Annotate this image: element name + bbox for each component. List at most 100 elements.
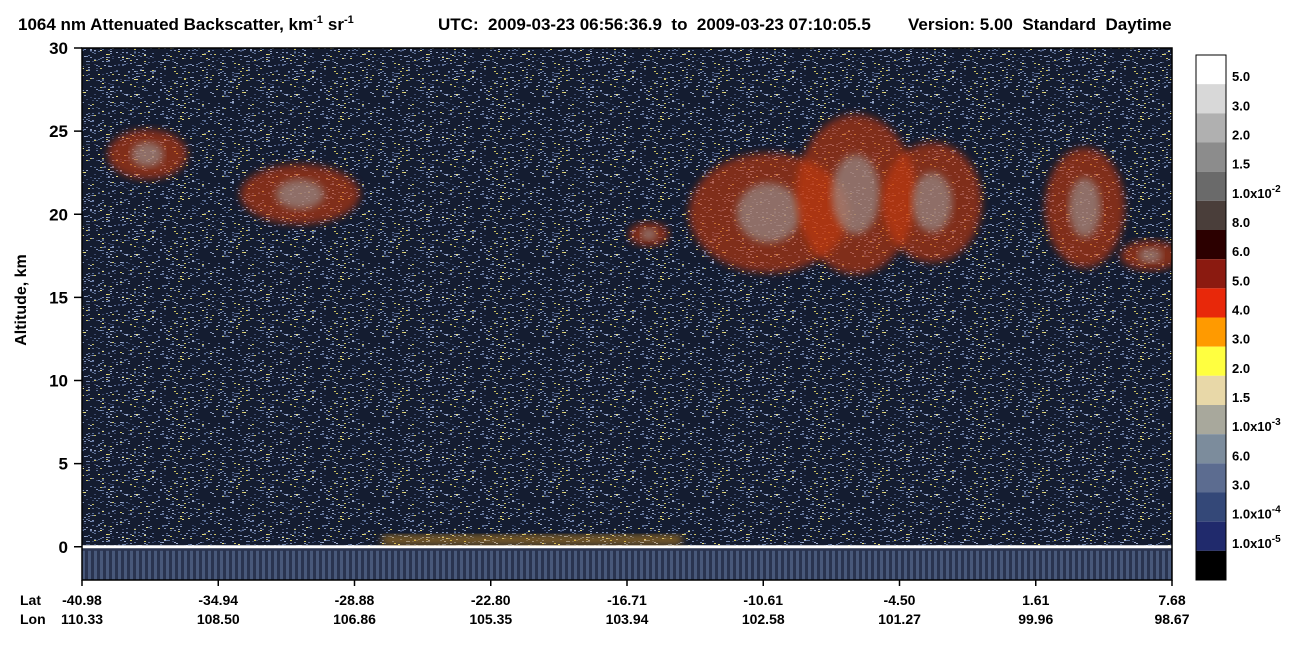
ground-stripe (874, 550, 877, 580)
x-tick-label: -40.98 (62, 592, 102, 608)
colorbar-swatch (1196, 405, 1226, 435)
colorbar-label: 1.5 (1232, 390, 1250, 405)
ground-stripe (844, 550, 847, 580)
colorbar-label: 2.0 (1232, 361, 1250, 376)
colorbar-label: 5.0 (1232, 69, 1250, 84)
x-tick-label: 105.35 (469, 611, 512, 627)
colorbar-label: 6.0 (1232, 448, 1250, 463)
colorbar-swatch (1196, 84, 1226, 114)
ground-stripe (1060, 550, 1063, 580)
ground-stripe (796, 550, 799, 580)
ground-stripe (814, 550, 817, 580)
ground-stripe (88, 550, 91, 580)
ground-stripe (100, 550, 103, 580)
x-row-name: Lon (20, 611, 46, 627)
colorbar-swatch (1196, 463, 1226, 493)
ground-stripe (634, 550, 637, 580)
ground-stripe (136, 550, 139, 580)
cloud-core (1068, 177, 1101, 238)
ground-stripe (232, 550, 235, 580)
x-tick-label: 106.86 (333, 611, 376, 627)
ground-stripe (772, 550, 775, 580)
ground-stripe (1120, 550, 1123, 580)
ground-stripe (1114, 550, 1117, 580)
ground-stripe (1126, 550, 1129, 580)
ground-stripe (544, 550, 547, 580)
ground-stripe (340, 550, 343, 580)
ground-stripe (166, 550, 169, 580)
colorbar-swatch (1196, 142, 1226, 172)
surface-return (82, 545, 1172, 549)
x-tick-label: -16.71 (607, 592, 647, 608)
ground-stripe (118, 550, 121, 580)
colorbar-label: 1.0x10-2 (1232, 184, 1281, 201)
colorbar-label: 1.5 (1232, 157, 1250, 172)
ground-stripe (1000, 550, 1003, 580)
ground-stripe (124, 550, 127, 580)
ground-stripe (868, 550, 871, 580)
ground-stripe (760, 550, 763, 580)
ground-stripe (1006, 550, 1009, 580)
ground-stripe (526, 550, 529, 580)
ground-stripe (664, 550, 667, 580)
ground-stripe (238, 550, 241, 580)
colorbar-label-base: 1.0x10 (1232, 507, 1272, 522)
ground-stripe (94, 550, 97, 580)
ground-stripe (304, 550, 307, 580)
ground-stripe (958, 550, 961, 580)
colorbar-swatch (1196, 550, 1226, 580)
cloud-core (276, 179, 324, 210)
ground-stripe (478, 550, 481, 580)
ground-stripe (640, 550, 643, 580)
ground-stripe (394, 550, 397, 580)
ground-stripe (1162, 550, 1165, 580)
ground-stripe (202, 550, 205, 580)
ground-stripe (898, 550, 901, 580)
ground-stripe (802, 550, 805, 580)
ground-stripe (484, 550, 487, 580)
y-tick-label: 15 (49, 288, 68, 307)
ground-stripe (1048, 550, 1051, 580)
ground-stripe (970, 550, 973, 580)
ground-stripe (220, 550, 223, 580)
plot-area (82, 48, 1172, 580)
ground-stripe (358, 550, 361, 580)
ground-stripe (616, 550, 619, 580)
ground-stripe (754, 550, 757, 580)
ground-stripe (976, 550, 979, 580)
ground-stripe (1012, 550, 1015, 580)
ground-stripe (850, 550, 853, 580)
colorbar-label: 8.0 (1232, 215, 1250, 230)
ground-stripe (598, 550, 601, 580)
y-tick-label: 5 (59, 455, 68, 474)
ground-stripe (1156, 550, 1159, 580)
x-row-name: Lat (20, 592, 41, 608)
ground-stripe (790, 550, 793, 580)
ground-stripe (580, 550, 583, 580)
ground-stripe (388, 550, 391, 580)
ground-stripe (244, 550, 247, 580)
ground-stripe (562, 550, 565, 580)
cloud-core (640, 228, 657, 241)
colorbar-swatch (1196, 346, 1226, 376)
ground-stripe (436, 550, 439, 580)
ground-stripe (682, 550, 685, 580)
ground-stripe (910, 550, 913, 580)
ground-stripe (412, 550, 415, 580)
colorbar-swatch (1196, 55, 1226, 85)
y-tick-label: 10 (49, 372, 68, 391)
y-tick-label: 20 (49, 205, 68, 224)
colorbar-swatch (1196, 259, 1226, 289)
ground-stripe (1090, 550, 1093, 580)
ground-stripe (1132, 550, 1135, 580)
ground-stripe (982, 550, 985, 580)
ground-stripe (592, 550, 595, 580)
ground-stripe (706, 550, 709, 580)
ground-stripe (1168, 550, 1171, 580)
colorbar-swatch (1196, 317, 1226, 347)
ground-stripe (442, 550, 445, 580)
ground-stripe (280, 550, 283, 580)
ground-stripe (106, 550, 109, 580)
ground-stripe (742, 550, 745, 580)
